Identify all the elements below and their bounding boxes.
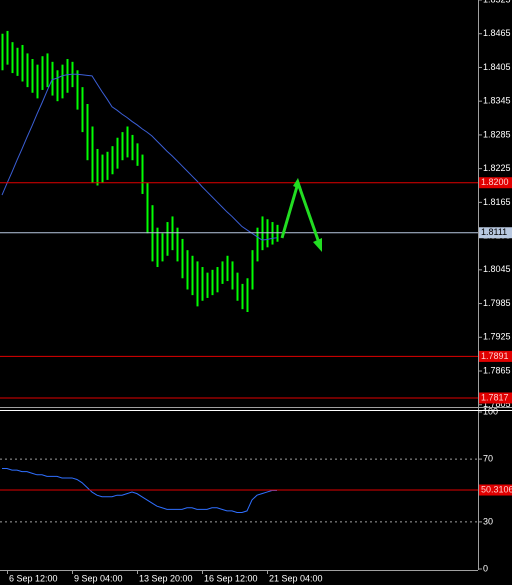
level-label: 1.7817 xyxy=(481,392,509,402)
level-label: 1.8111 xyxy=(481,227,507,237)
x-tick-label: 6 Sep 12:00 xyxy=(9,573,58,583)
level-label-box xyxy=(479,227,512,239)
y-tick-label: 0 xyxy=(483,563,488,573)
level-label-box xyxy=(479,392,512,404)
arrow-head xyxy=(293,178,302,190)
indicator-line xyxy=(2,468,277,513)
y-tick-label: 1.8045 xyxy=(483,264,511,274)
y-tick-label: 1.7985 xyxy=(483,298,511,308)
y-tick-label: 1.7865 xyxy=(483,365,511,375)
level-label: 1.7891 xyxy=(481,351,509,361)
level-label-box xyxy=(479,350,512,362)
x-tick-label: 9 Sep 04:00 xyxy=(74,573,123,583)
y-tick-label: 1.8345 xyxy=(483,96,511,106)
y-tick-label: 1.7925 xyxy=(483,332,511,342)
y-tick-label: 1.8165 xyxy=(483,197,511,207)
moving-average xyxy=(1,73,278,241)
y-tick-label: 1.8285 xyxy=(483,129,511,139)
level-label-box xyxy=(479,177,512,189)
y-tick-label: 1.7805 xyxy=(483,399,511,409)
level-label-box xyxy=(479,484,512,496)
arrow-head xyxy=(313,238,322,252)
y-tick-label: 30 xyxy=(483,516,493,526)
y-tick-label: 70 xyxy=(483,453,493,463)
x-tick-label: 21 Sep 04:00 xyxy=(269,573,323,583)
y-tick-label: 1.8405 xyxy=(483,62,511,72)
y-tick-label: 1.8465 xyxy=(483,28,511,38)
x-tick-label: 16 Sep 12:00 xyxy=(204,573,258,583)
y-tick-label: 1.8225 xyxy=(483,163,511,173)
y-tick-label: 1.8525 xyxy=(483,0,511,4)
level-label: 1.8200 xyxy=(481,177,509,187)
y-tick-label: 100 xyxy=(483,406,498,416)
x-tick-label: 13 Sep 20:00 xyxy=(139,573,193,583)
level-label: 50.3106 xyxy=(481,484,512,494)
